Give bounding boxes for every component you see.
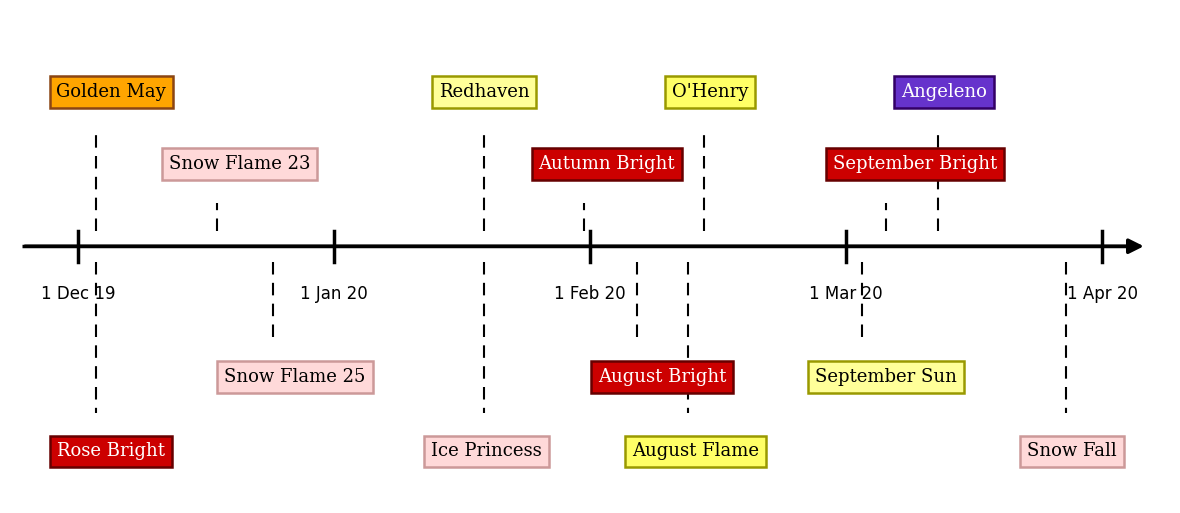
Text: Angeleno: Angeleno (902, 83, 986, 102)
Text: O'Henry: O'Henry (673, 83, 748, 102)
Text: 1 Mar 20: 1 Mar 20 (809, 285, 883, 303)
Text: September Sun: September Sun (815, 368, 957, 386)
Text: Golden May: Golden May (57, 83, 166, 102)
Text: 1 Feb 20: 1 Feb 20 (555, 285, 625, 303)
Text: September Bright: September Bright (833, 155, 997, 173)
Text: Snow Fall: Snow Fall (1027, 442, 1117, 461)
Text: 1 Jan 20: 1 Jan 20 (300, 285, 368, 303)
Text: 1 Dec 19: 1 Dec 19 (40, 285, 116, 303)
Text: August Bright: August Bright (598, 368, 727, 386)
Text: August Flame: August Flame (632, 442, 759, 461)
Text: Ice Princess: Ice Princess (431, 442, 542, 461)
Text: Snow Flame 23: Snow Flame 23 (169, 155, 310, 173)
Text: Snow Flame 25: Snow Flame 25 (224, 368, 366, 386)
Text: Autumn Bright: Autumn Bright (538, 155, 675, 173)
Text: 1 Apr 20: 1 Apr 20 (1067, 285, 1138, 303)
Text: Rose Bright: Rose Bright (58, 442, 165, 461)
Text: Redhaven: Redhaven (439, 83, 530, 102)
